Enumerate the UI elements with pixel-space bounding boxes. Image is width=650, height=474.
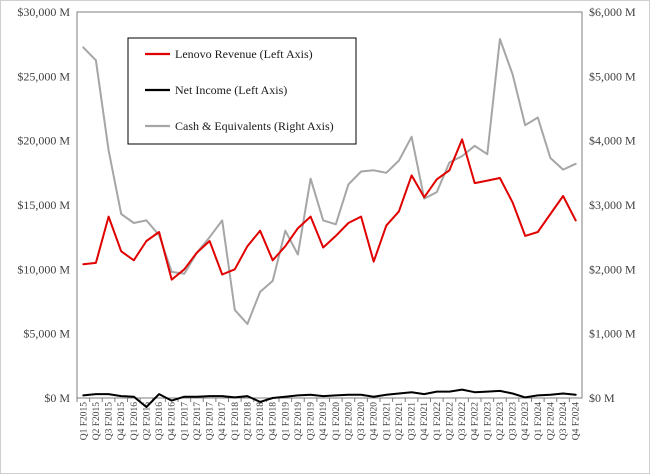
x-axis-tick-label: Q2 F2018 — [243, 402, 253, 441]
x-axis-tick-label: Q4 F2015 — [117, 402, 127, 441]
series-line-net-income-left-axis — [82, 388, 577, 408]
legend-label: Cash & Equivalents (Right Axis) — [175, 119, 334, 133]
left-axis-tick-label: $5,000 M — [23, 327, 70, 341]
x-axis-tick-label: Q4 F2021 — [420, 402, 430, 441]
series-layer — [82, 38, 577, 408]
x-axis-tick-label: Q3 F2024 — [559, 402, 569, 441]
x-axis-tick-label: Q3 F2020 — [357, 402, 367, 441]
x-axis-tick-label: Q2 F2022 — [445, 402, 455, 441]
x-axis-tick-label: Q4 F2022 — [471, 402, 481, 441]
right-axis-tick-label: $6,000 M — [589, 5, 636, 19]
x-axis-tick-label: Q2 F2017 — [193, 402, 203, 441]
x-axis-tick-label: Q1 F2021 — [382, 402, 392, 441]
left-axis-tick-label: $10,000 M — [17, 262, 70, 276]
x-axis-tick-label: Q3 F2023 — [509, 402, 519, 441]
x-axis-tick-label: Q1 F2016 — [130, 402, 140, 441]
x-axis-tick-label: Q1 F2015 — [79, 402, 89, 441]
right-axis-tick-label: $5,000 M — [589, 69, 636, 83]
x-axis-tick-label: Q2 F2024 — [546, 402, 556, 441]
legend-label: Net Income (Left Axis) — [175, 83, 287, 97]
left-axis-tick-label: $0 M — [44, 391, 70, 405]
x-axis-tick-label: Q2 F2021 — [395, 402, 405, 441]
left-axis: $0 M $5,000 M $10,000 M $15,000 M $20,000 M $… — [17, 5, 70, 405]
x-axis-tick-label: Q3 F2016 — [155, 402, 165, 441]
x-axis-tick-label: Q3 F2019 — [307, 402, 317, 441]
left-axis-tick-label: $15,000 M — [17, 198, 70, 212]
x-axis-tick-label: Q1 F2020 — [332, 402, 342, 441]
legend-label: Lenovo Revenue (Left Axis) — [175, 47, 313, 61]
x-axis-tick-label: Q1 F2018 — [231, 402, 241, 441]
left-axis-tick-label: $25,000 M — [17, 69, 70, 83]
x-axis-tick-label: Q1 F2024 — [534, 402, 544, 441]
x-axis-tick-label: Q4 F2023 — [521, 402, 531, 441]
x-axis-tick-label: Q4 F2017 — [218, 402, 228, 441]
x-axis-tick-label: Q3 F2022 — [458, 402, 468, 441]
right-axis-tick-label: $3,000 M — [589, 198, 636, 212]
x-axis-tick-label: Q2 F2020 — [344, 402, 354, 441]
x-axis-tick-label: Q4 F2019 — [319, 402, 329, 441]
x-axis-tick-label: Q2 F2019 — [294, 402, 304, 441]
left-axis-tick-label: $30,000 M — [17, 5, 70, 19]
x-axis-tick-label: Q1 F2019 — [281, 402, 291, 441]
x-axis-tick-label: Q2 F2016 — [142, 402, 152, 441]
x-axis-tick-label: Q4 F2024 — [572, 402, 582, 441]
x-axis-tick-label: Q3 F2021 — [408, 402, 418, 441]
x-axis: Q1 F2015 Q2 F2015 Q3 F2015 Q4 F2015 Q1 F2016… — [76, 398, 582, 441]
legend: Lenovo Revenue (Left Axis) Net Income (Le… — [127, 37, 357, 145]
x-axis-tick-label: Q3 F2018 — [256, 402, 266, 441]
right-axis-tick-label: $0 M — [589, 391, 615, 405]
right-axis-tick-label: $2,000 M — [589, 262, 636, 276]
x-axis-tick-label: Q2 F2023 — [496, 402, 506, 441]
x-axis-tick-label: Q1 F2022 — [433, 402, 443, 441]
x-axis-tick-label: Q1 F2023 — [483, 402, 493, 441]
right-axis: $0 M $1,000 M $2,000 M $3,000 M $4,000 M $5,0… — [589, 5, 636, 405]
series-line-lenovo-revenue-left-axis — [82, 138, 577, 281]
left-axis-tick-label: $20,000 M — [17, 134, 70, 148]
x-axis-tick-label: Q4 F2018 — [269, 402, 279, 441]
x-axis-tick-label: Q1 F2017 — [180, 402, 190, 441]
right-axis-tick-label: $4,000 M — [589, 134, 636, 148]
right-axis-tick-label: $1,000 M — [589, 327, 636, 341]
x-axis-tick-label: Q4 F2016 — [168, 402, 178, 441]
x-axis-tick-label: Q4 F2020 — [370, 402, 380, 441]
x-axis-tick-label: Q2 F2015 — [92, 402, 102, 441]
x-axis-tick-label: Q3 F2015 — [105, 402, 115, 441]
x-axis-tick-label: Q3 F2017 — [206, 402, 216, 441]
